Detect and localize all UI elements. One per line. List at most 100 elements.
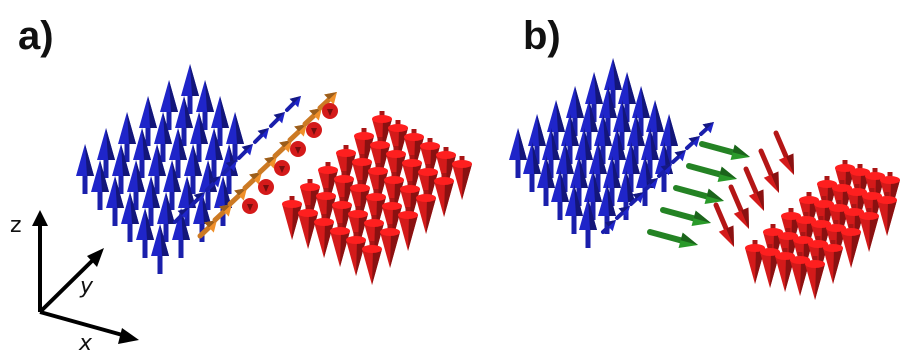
blue-arrow-up-icon bbox=[118, 112, 136, 162]
orange-arrow-icon bbox=[302, 108, 322, 127]
blue-arrow-up-icon bbox=[139, 96, 157, 146]
blue-arrow-up-icon bbox=[604, 58, 622, 108]
panel-b-label: b) bbox=[523, 14, 561, 58]
blue-arrow-icon bbox=[221, 160, 237, 176]
blue-arrow-up-icon bbox=[551, 170, 569, 220]
red-arrow-icon bbox=[773, 130, 794, 175]
blue-arrow-up-icon bbox=[148, 144, 166, 194]
blue-arrow-icon bbox=[237, 144, 253, 160]
blue-arrow-up-icon bbox=[566, 86, 584, 136]
blue-arrow-up-icon bbox=[599, 86, 617, 136]
blue-arrow-icon bbox=[205, 176, 221, 192]
blue-arrow-icon bbox=[615, 206, 630, 220]
orange-arrow-icon bbox=[272, 140, 292, 159]
blue-arrow-up-icon bbox=[603, 156, 621, 206]
y-axis-line bbox=[38, 256, 97, 314]
blue-arrow-up-icon bbox=[537, 156, 555, 206]
red-blob-icon bbox=[274, 160, 290, 176]
red-cone-down-icon bbox=[452, 156, 472, 200]
red-cone-down-icon bbox=[790, 252, 810, 296]
blue-arrow-up-icon bbox=[542, 128, 560, 178]
red-blob-icon bbox=[306, 122, 322, 138]
red-cone-down-icon bbox=[314, 214, 334, 258]
blue-arrow-up-icon bbox=[608, 128, 626, 178]
red-cone-down-icon bbox=[362, 241, 382, 285]
red-cone-down-icon bbox=[398, 207, 418, 251]
red-cone-down-icon bbox=[745, 240, 765, 284]
blue-arrow-up-icon bbox=[190, 112, 208, 162]
blue-arrow-up-icon bbox=[151, 224, 169, 274]
blue-arrow-up-icon bbox=[142, 176, 160, 226]
blue-arrow-icon bbox=[189, 192, 205, 208]
blue-arrow-up-icon bbox=[627, 114, 645, 164]
x-axis-arrowhead-icon bbox=[118, 328, 139, 344]
blue-arrow-up-icon bbox=[570, 156, 588, 206]
blue-arrow-icon bbox=[657, 164, 672, 178]
red-blob-icon bbox=[322, 103, 338, 119]
blue-arrow-icon bbox=[699, 122, 714, 136]
red-cone-down-icon bbox=[346, 232, 366, 276]
blue-arrow-icon bbox=[173, 208, 189, 224]
blue-arrow-icon bbox=[253, 128, 269, 144]
red-arrow-icon bbox=[743, 166, 764, 211]
blue-arrow-up-icon bbox=[589, 142, 607, 192]
y-axis-label: y bbox=[79, 274, 94, 299]
red-arrow-icon bbox=[758, 148, 779, 193]
red-cone-down-icon bbox=[760, 244, 780, 288]
blue-arrow-icon bbox=[269, 112, 285, 128]
blue-arrow-up-icon bbox=[91, 160, 109, 210]
red-cone-down-icon bbox=[877, 192, 897, 236]
x-axis-label: x bbox=[78, 331, 93, 351]
blue-arrow-up-icon bbox=[133, 128, 151, 178]
red-cone-down-icon bbox=[805, 256, 825, 300]
blue-arrow-up-icon bbox=[579, 198, 597, 248]
blue-arrow-up-icon bbox=[622, 142, 640, 192]
z-axis-arrowhead-icon bbox=[32, 210, 48, 226]
red-arrow-icon bbox=[713, 202, 734, 247]
blue-arrow-up-icon bbox=[641, 128, 659, 178]
blue-arrow-up-icon bbox=[594, 114, 612, 164]
blue-arrow-up-icon bbox=[76, 144, 94, 194]
panel-b-bloch-wall bbox=[509, 58, 900, 300]
z-axis-label: z bbox=[10, 213, 22, 238]
blue-arrow-up-icon bbox=[121, 192, 139, 242]
blue-arrow-icon bbox=[685, 136, 700, 150]
red-arrow-icon bbox=[728, 184, 749, 229]
blue-arrow-up-icon bbox=[112, 144, 130, 194]
green-arrow-icon bbox=[647, 229, 698, 249]
red-cone-down-icon bbox=[859, 208, 879, 252]
blue-arrow-icon bbox=[671, 150, 686, 164]
blue-arrow-up-icon bbox=[127, 160, 145, 210]
blue-arrow-up-icon bbox=[509, 128, 527, 178]
blue-arrow-up-icon bbox=[585, 72, 603, 122]
blue-arrow-up-icon bbox=[613, 100, 631, 150]
panel-a-neel-wall bbox=[76, 64, 472, 285]
blue-arrow-icon bbox=[285, 96, 301, 112]
blue-arrow-up-icon bbox=[157, 192, 175, 242]
blue-arrow-up-icon bbox=[205, 128, 223, 178]
red-cone-down-icon bbox=[298, 205, 318, 249]
green-arrow-icon bbox=[686, 163, 737, 183]
red-cone-down-icon bbox=[330, 223, 350, 267]
blue-arrow-up-icon bbox=[646, 100, 664, 150]
blue-arrow-up-icon bbox=[160, 80, 178, 130]
red-cone-down-icon bbox=[434, 173, 454, 217]
blue-arrow-up-icon bbox=[561, 114, 579, 164]
panel-a-label: a) bbox=[18, 14, 54, 58]
red-blob-icon bbox=[290, 141, 306, 157]
red-cone-down-icon bbox=[380, 224, 400, 268]
blue-arrow-up-icon bbox=[618, 72, 636, 122]
blue-arrow-up-icon bbox=[196, 80, 214, 130]
red-cone-down-icon bbox=[416, 190, 436, 234]
blue-arrow-up-icon bbox=[211, 96, 229, 146]
blue-arrow-up-icon bbox=[163, 160, 181, 210]
blue-arrow-icon bbox=[643, 178, 658, 192]
red-cone-down-icon bbox=[823, 240, 843, 284]
red-cone-down-icon bbox=[282, 196, 302, 240]
green-arrow-icon bbox=[673, 185, 724, 205]
coordinate-axes: z y x bbox=[10, 210, 139, 351]
blue-arrow-icon bbox=[629, 192, 644, 206]
blue-arrow-up-icon bbox=[184, 144, 202, 194]
